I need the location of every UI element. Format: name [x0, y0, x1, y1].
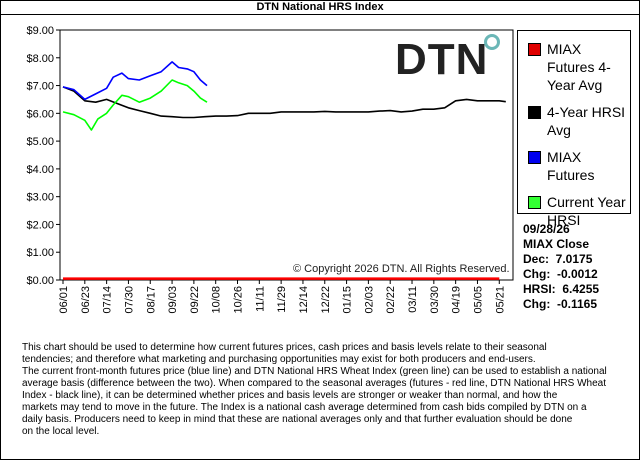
legend-label: MIAX Futures 4-Year Avg	[547, 41, 611, 93]
x-tick-label: 12/22	[320, 286, 332, 314]
series-hrsi-4yr-avg	[62, 86, 506, 119]
x-tick-label: 10/08	[211, 286, 223, 314]
y-tick-label: $3.00	[26, 192, 54, 204]
chart-description: This chart should be used to determine h…	[22, 342, 634, 438]
description-line: daily basis. Producers need to keep in m…	[22, 414, 573, 425]
y-tick-label: $8.00	[26, 53, 54, 65]
x-tick-label: 09/03	[167, 286, 179, 314]
plot-border	[59, 29, 514, 281]
legend-item-miax-futures: MIAX Futures	[528, 148, 630, 184]
series-miax-futures	[62, 61, 208, 101]
legend-swatch-green-icon	[528, 196, 541, 209]
copyright-notice: © Copyright 2026 DTN. All Rights Reserve…	[293, 263, 510, 275]
y-tick-label: $7.00	[26, 81, 54, 93]
y-tick-label: $1.00	[26, 247, 54, 259]
x-tick-label: 10/26	[233, 286, 245, 314]
close-hrsi-value: HRSI: 6.4255	[523, 282, 600, 296]
series-current-hrsi	[62, 79, 208, 131]
x-tick-label: 08/17	[145, 286, 157, 314]
description-line: Index - black line), it can be determine…	[22, 390, 558, 401]
x-tick-label: 05/05	[472, 286, 484, 314]
x-tick-label: 05/21	[494, 286, 506, 314]
description-line: average basis (difference between the tw…	[22, 378, 606, 389]
close-dec-change: Chg: -0.0012	[523, 267, 598, 281]
dtn-logo: DTN	[395, 35, 489, 84]
close-hrsi-change: Chg: -0.1165	[523, 297, 598, 311]
description-line: This chart should be used to determine h…	[22, 342, 547, 353]
x-tick-label: 04/19	[451, 286, 463, 314]
legend-item-current-hrsi: Current Year HRSI	[528, 193, 630, 229]
miax-close-panel: 09/28/26 MIAX Close Dec: 7.0175 Chg: -0.…	[523, 222, 599, 312]
x-tick-label: 02/22	[385, 286, 397, 314]
legend-swatch-red-icon	[528, 43, 541, 56]
x-tick-label: 06/01	[58, 286, 70, 314]
description-line: tendencies; and therefore what marketing…	[22, 354, 536, 365]
x-tick-label: 09/22	[189, 286, 201, 314]
y-tick-label: $5.00	[26, 136, 54, 148]
legend-item-futures-4yr-avg: MIAX Futures 4-Year Avg	[528, 40, 630, 94]
chart-legend: MIAX Futures 4-Year Avg 4-Year HRSI Avg …	[517, 30, 631, 228]
description-line: The current front-month futures price (b…	[22, 366, 607, 377]
hrs-index-chart: $0.00 $1.00 $2.00 $3.00 $4.00 $5.00 $6.00 $7.00…	[26, 25, 514, 314]
x-tick-label: 11/29	[276, 286, 288, 313]
dtn-logo-dot-icon	[484, 34, 500, 50]
description-line: on the local level.	[22, 426, 100, 437]
x-tick-label: 12/14	[298, 286, 310, 314]
y-tick-label: $6.00	[26, 108, 54, 120]
y-tick-label: $0.00	[26, 275, 54, 287]
y-tick-label: $9.00	[26, 25, 54, 37]
x-tick-label: 03/11	[407, 286, 419, 313]
legend-item-hrsi-4yr-avg: 4-Year HRSI Avg	[528, 103, 630, 139]
chart-title: DTN National HRS Index	[0, 0, 640, 15]
plot-area: $0.00 $1.00 $2.00 $3.00 $4.00 $5.00 $6.00 $7.00…	[26, 25, 514, 314]
x-tick-label: 03/30	[429, 286, 441, 314]
x-tick-label: 07/14	[102, 286, 114, 314]
close-heading: MIAX Close	[523, 237, 590, 251]
legend-swatch-blue-icon	[528, 151, 541, 164]
legend-label: 4-Year HRSI Avg	[547, 104, 626, 138]
x-tick-label: 01/15	[342, 286, 354, 314]
x-tick-label: 06/23	[80, 286, 92, 314]
y-tick-label: $2.00	[26, 219, 54, 231]
description-line: markets may tend to move in the future. …	[22, 402, 587, 413]
close-dec-price: Dec: 7.0175	[523, 252, 593, 266]
legend-label: Current Year HRSI	[547, 194, 626, 228]
legend-swatch-black-icon	[528, 106, 541, 119]
x-tick-label: 07/30	[123, 286, 135, 314]
x-tick-label: 11/11	[254, 286, 266, 312]
close-date: 09/28/26	[523, 222, 570, 236]
y-tick-label: $4.00	[26, 164, 54, 176]
x-tick-label: 02/03	[363, 286, 375, 314]
legend-label: MIAX Futures	[547, 149, 595, 183]
